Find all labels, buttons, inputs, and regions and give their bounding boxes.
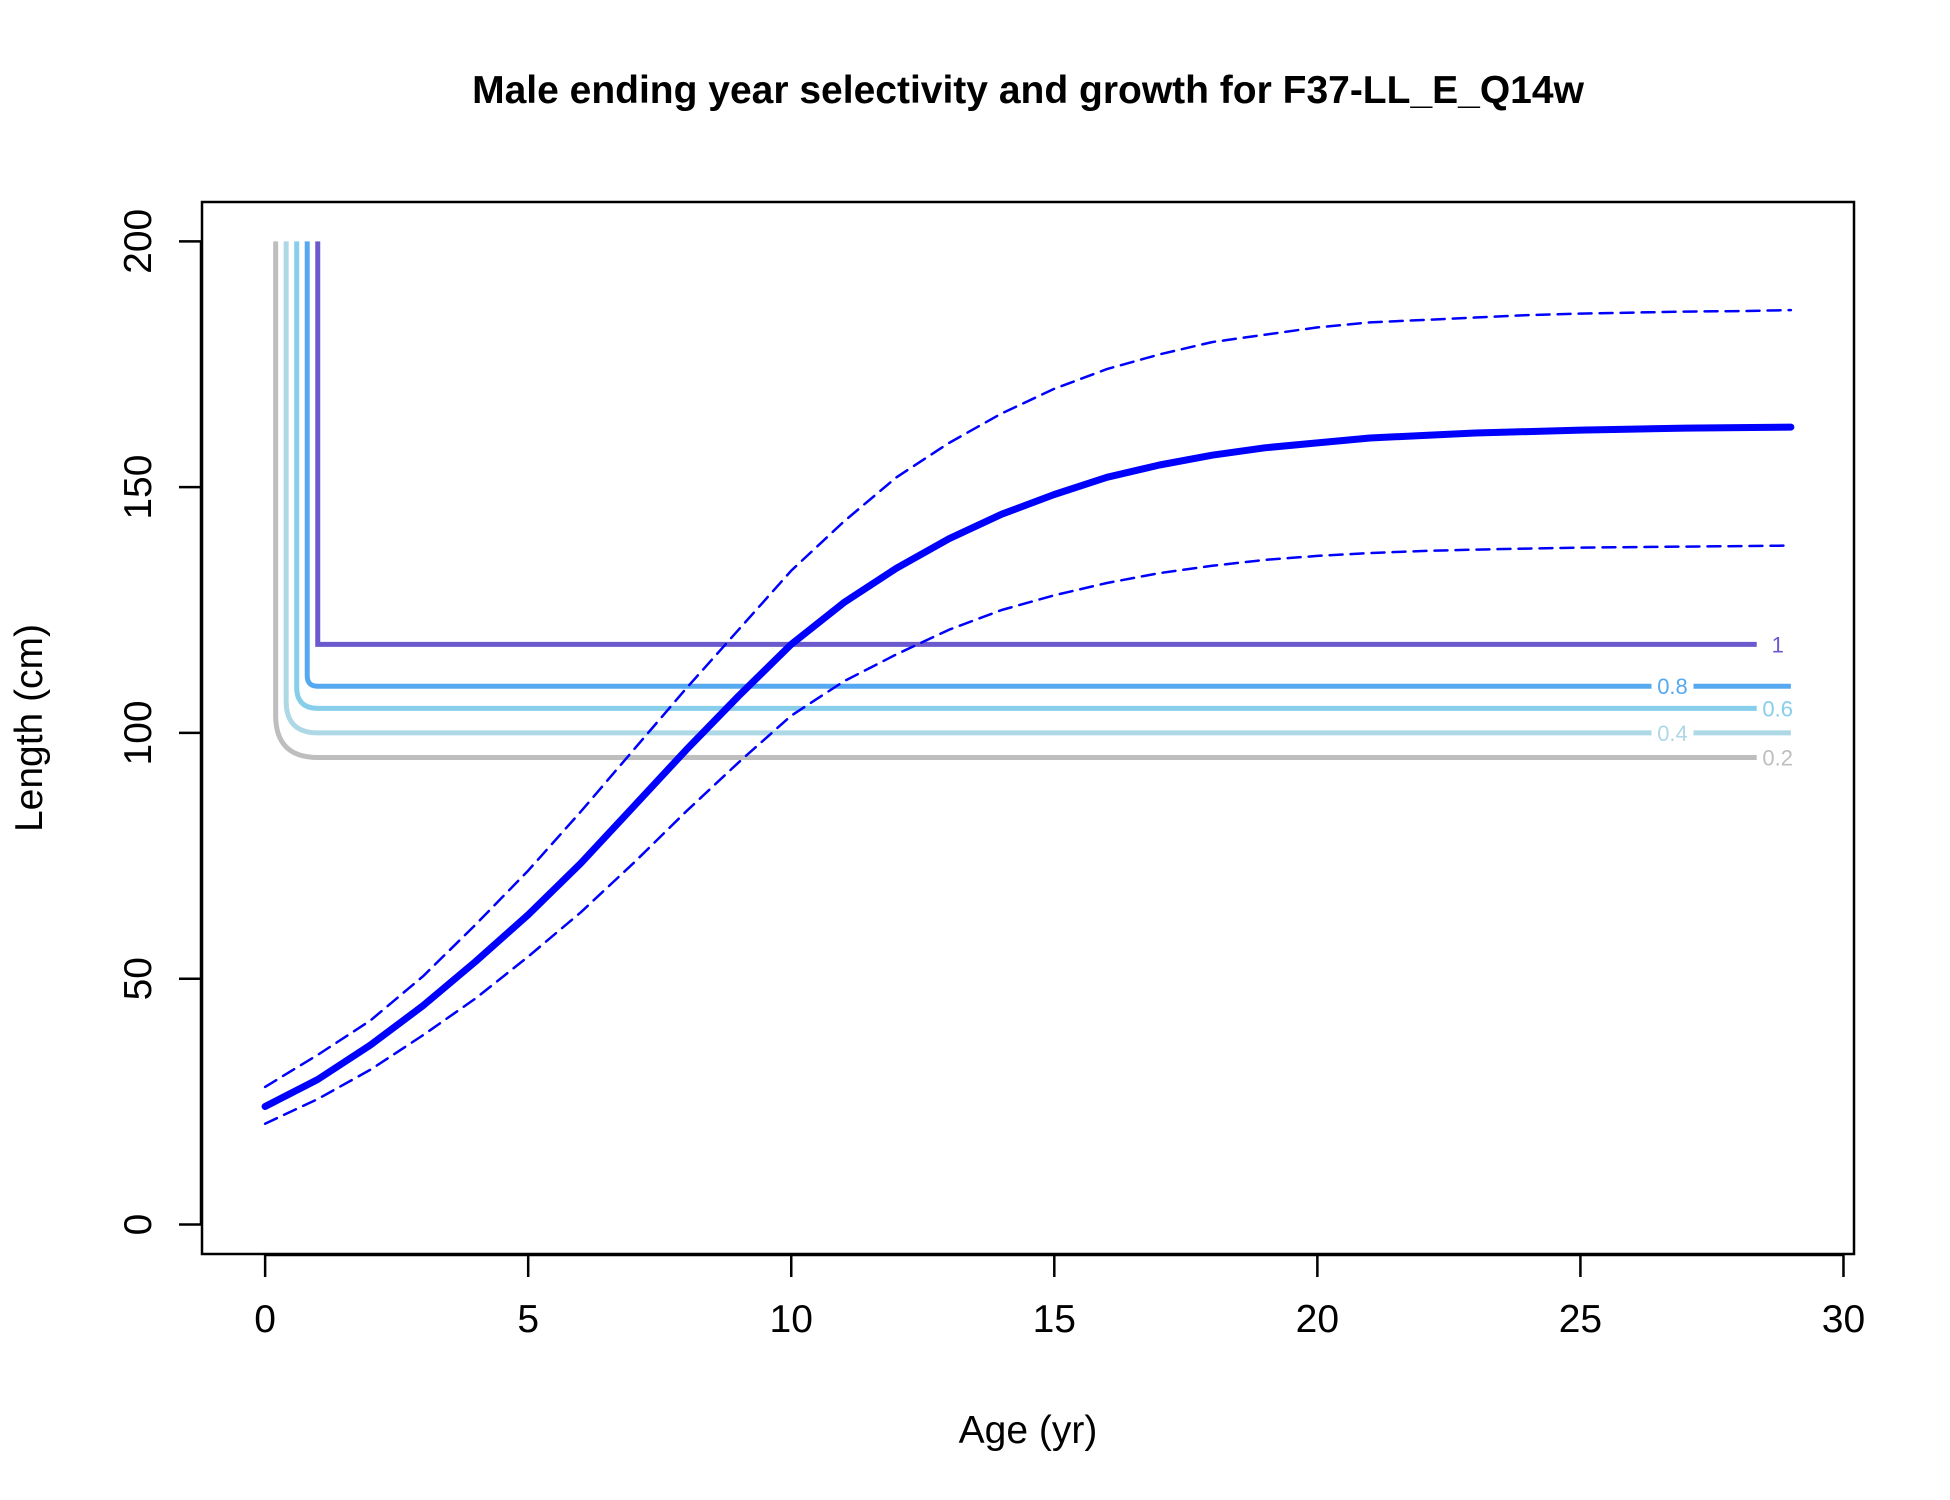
y-tick-label: 200	[117, 209, 160, 274]
plot-frame	[200, 200, 1856, 1256]
contour-line	[304, 241, 1791, 689]
x-axis-label: Age (yr)	[959, 1409, 1098, 1452]
contour-line	[283, 241, 1791, 736]
contour-label-bg	[1756, 745, 1799, 770]
y-tick-label: 0	[117, 1214, 160, 1236]
x-tick-label: 10	[770, 1298, 813, 1341]
contour-line	[315, 241, 1791, 647]
x-tick-label: 30	[1822, 1298, 1865, 1341]
y-axis-label: Length (cm)	[8, 624, 51, 832]
chart-title: Male ending year selectivity and growth …	[472, 69, 1584, 112]
contour-label: 0.2	[1762, 745, 1793, 770]
y-tick-label: 150	[117, 455, 160, 520]
axes: 0 5 10 15 20 25 30 0 50 100 150 200	[117, 209, 1865, 1341]
contour-label: 1	[1772, 632, 1784, 657]
contour-label-bg	[1756, 632, 1799, 657]
contour-label-bg	[1651, 674, 1694, 699]
contour-label-bg	[1651, 720, 1694, 745]
x-tick-label: 15	[1033, 1298, 1076, 1341]
contour-line	[294, 241, 1791, 711]
growth-curves	[261, 308, 1795, 1125]
x-tick-label: 20	[1296, 1298, 1339, 1341]
y-tick-label: 100	[117, 700, 160, 765]
growth-mean-line	[261, 423, 1795, 1110]
contour-line	[273, 241, 1765, 760]
x-tick-label: 5	[517, 1298, 539, 1341]
contour-label: 0.6	[1762, 696, 1793, 721]
contour-label: 0.8	[1657, 674, 1688, 699]
growth-lower-line	[263, 544, 1793, 1125]
contour-label: 0.4	[1657, 721, 1688, 746]
growth-upper-line	[263, 308, 1793, 1089]
y-tick-label: 50	[117, 957, 160, 1000]
selectivity-contours: 1 0.8 0.6 0.4 0.2	[273, 241, 1799, 770]
contour-label-bg	[1756, 696, 1799, 721]
x-tick-label: 25	[1559, 1298, 1602, 1341]
x-tick-label: 0	[254, 1298, 276, 1341]
